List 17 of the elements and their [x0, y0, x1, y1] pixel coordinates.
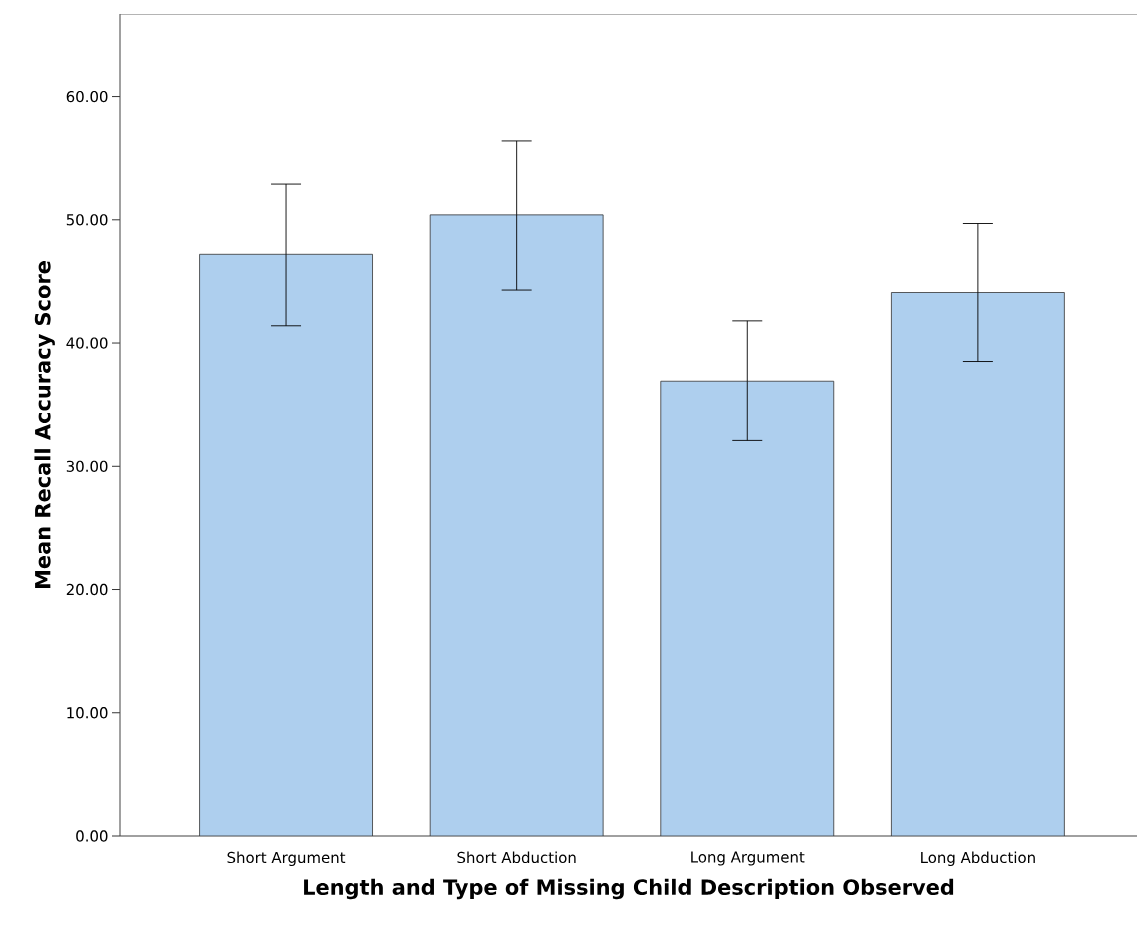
- y-axis-title: Mean Recall Accuracy Score: [34, 261, 55, 588]
- bar: [429, 214, 604, 836]
- y-tick-label: 0.00: [76, 830, 108, 842]
- y-tick-label: 40.00: [66, 337, 108, 349]
- bar: [199, 253, 373, 836]
- x-tick-label: Long Argument: [691, 851, 805, 866]
- x-axis-title: Length and Type of Missing Child Description Observed: [304, 878, 954, 900]
- x-tick-label: Short Abduction: [457, 851, 576, 864]
- y-tick-label: 50.00: [66, 214, 108, 226]
- bar: [660, 380, 835, 836]
- y-tick-label: 10.00: [67, 707, 108, 719]
- x-tick-label: Long Abduction: [921, 851, 1035, 866]
- y-tick-label: 60.00: [66, 90, 108, 103]
- y-tick-label: 20.00: [66, 583, 108, 596]
- y-tick-label: 30.00: [66, 460, 108, 472]
- bar: [891, 292, 1065, 836]
- x-tick-label: Short Argument: [227, 851, 346, 866]
